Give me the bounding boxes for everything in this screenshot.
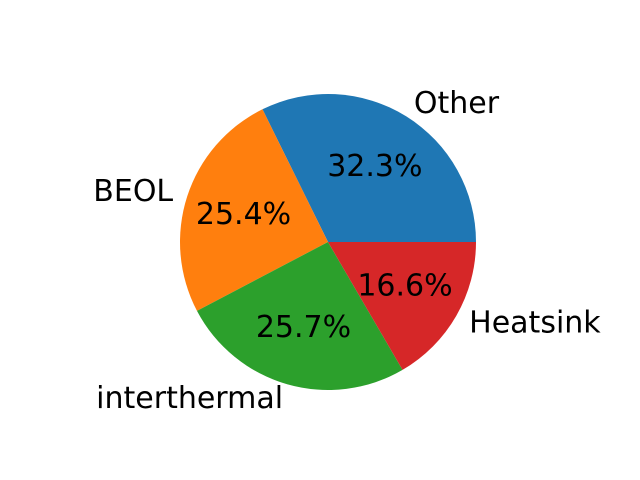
slice-percent-interthermal: 25.7% [256, 310, 351, 345]
labels-layer: Other 32.3% BEOL 25.4% interthermal 25.7% Heat… [93, 86, 601, 416]
slice-label-heatsink: Heatsink [469, 306, 601, 341]
slices-layer [180, 94, 476, 390]
pie-slice-beol [180, 109, 328, 311]
slice-percent-other: 32.3% [327, 149, 422, 184]
pie-slice-heatsink [328, 242, 476, 370]
slice-label-beol: BEOL [93, 174, 173, 209]
slice-percent-beol: 25.4% [196, 197, 291, 232]
slice-label-interthermal: interthermal [96, 381, 283, 416]
slice-percent-heatsink: 16.6% [357, 269, 452, 304]
slice-label-other: Other [414, 86, 500, 121]
pie-slice-other [262, 94, 476, 242]
pie-slice-interthermal [196, 242, 403, 390]
